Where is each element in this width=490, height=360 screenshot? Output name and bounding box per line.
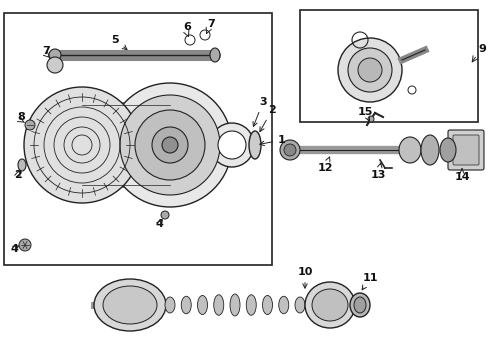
Circle shape bbox=[358, 58, 382, 82]
Ellipse shape bbox=[312, 289, 348, 321]
Bar bbox=[4, 13, 272, 265]
Text: 2: 2 bbox=[260, 105, 276, 132]
Text: 4: 4 bbox=[155, 219, 163, 229]
Ellipse shape bbox=[214, 295, 224, 315]
Ellipse shape bbox=[421, 135, 439, 165]
Text: 10: 10 bbox=[297, 267, 313, 288]
Circle shape bbox=[284, 144, 296, 156]
Bar bbox=[300, 10, 478, 122]
Circle shape bbox=[108, 83, 232, 207]
Circle shape bbox=[185, 35, 195, 45]
Text: 9: 9 bbox=[478, 44, 486, 54]
Circle shape bbox=[348, 48, 392, 92]
Text: 13: 13 bbox=[370, 163, 386, 180]
Ellipse shape bbox=[305, 282, 355, 328]
Ellipse shape bbox=[295, 297, 305, 313]
Ellipse shape bbox=[94, 279, 166, 331]
Text: 6: 6 bbox=[183, 22, 191, 32]
Text: 3: 3 bbox=[253, 97, 267, 126]
FancyBboxPatch shape bbox=[80, 103, 172, 187]
FancyBboxPatch shape bbox=[448, 130, 484, 170]
Circle shape bbox=[161, 211, 169, 219]
Circle shape bbox=[162, 137, 178, 153]
Ellipse shape bbox=[181, 296, 191, 314]
Text: 7: 7 bbox=[42, 46, 50, 56]
Ellipse shape bbox=[18, 159, 26, 171]
Circle shape bbox=[210, 123, 254, 167]
Text: 8: 8 bbox=[17, 112, 25, 122]
Circle shape bbox=[200, 30, 210, 40]
Text: 2: 2 bbox=[14, 170, 22, 180]
Circle shape bbox=[218, 131, 246, 159]
Circle shape bbox=[49, 49, 61, 61]
Text: 5: 5 bbox=[111, 35, 127, 50]
Ellipse shape bbox=[246, 295, 256, 315]
Text: 14: 14 bbox=[454, 169, 470, 182]
Circle shape bbox=[47, 57, 63, 73]
Circle shape bbox=[280, 140, 300, 160]
Circle shape bbox=[152, 127, 188, 163]
Circle shape bbox=[338, 38, 402, 102]
Ellipse shape bbox=[263, 296, 272, 315]
Ellipse shape bbox=[210, 48, 220, 62]
Text: 7: 7 bbox=[207, 19, 215, 29]
Circle shape bbox=[19, 239, 31, 251]
Circle shape bbox=[25, 120, 35, 130]
Circle shape bbox=[135, 110, 205, 180]
Ellipse shape bbox=[103, 286, 157, 324]
Text: 15: 15 bbox=[357, 107, 373, 121]
Text: 11: 11 bbox=[362, 273, 378, 290]
Circle shape bbox=[368, 116, 374, 122]
Ellipse shape bbox=[249, 131, 261, 159]
Ellipse shape bbox=[350, 293, 370, 317]
Text: 4: 4 bbox=[10, 244, 18, 254]
Circle shape bbox=[24, 87, 140, 203]
Ellipse shape bbox=[354, 297, 366, 313]
Ellipse shape bbox=[197, 296, 207, 315]
Ellipse shape bbox=[230, 294, 240, 316]
FancyBboxPatch shape bbox=[453, 135, 479, 165]
Ellipse shape bbox=[165, 297, 175, 313]
Ellipse shape bbox=[279, 296, 289, 314]
Text: 1: 1 bbox=[260, 135, 286, 145]
Ellipse shape bbox=[440, 138, 456, 162]
Text: 12: 12 bbox=[317, 157, 333, 173]
Circle shape bbox=[120, 95, 220, 195]
Ellipse shape bbox=[399, 137, 421, 163]
